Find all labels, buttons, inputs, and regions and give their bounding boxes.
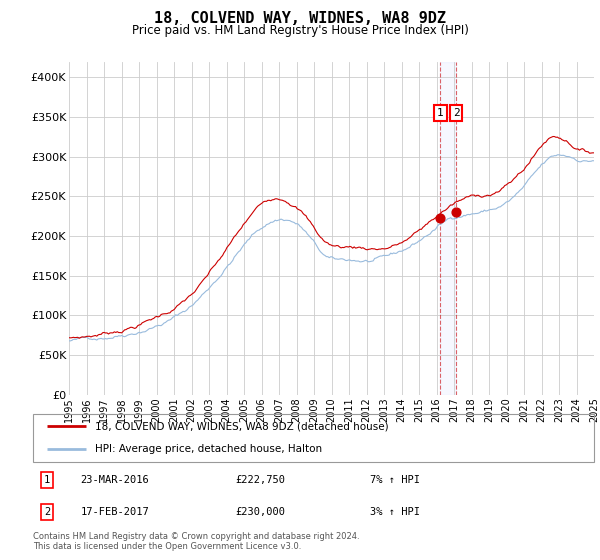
- Text: HPI: Average price, detached house, Halton: HPI: Average price, detached house, Halt…: [95, 444, 322, 454]
- Text: 2: 2: [453, 108, 460, 118]
- Text: Contains HM Land Registry data © Crown copyright and database right 2024.
This d: Contains HM Land Registry data © Crown c…: [33, 532, 359, 552]
- Text: 17-FEB-2017: 17-FEB-2017: [80, 507, 149, 517]
- Text: 23-MAR-2016: 23-MAR-2016: [80, 475, 149, 485]
- Point: [451, 208, 461, 217]
- Text: 7% ↑ HPI: 7% ↑ HPI: [370, 475, 419, 485]
- Text: £222,750: £222,750: [235, 475, 285, 485]
- Text: £230,000: £230,000: [235, 507, 285, 517]
- Text: Price paid vs. HM Land Registry's House Price Index (HPI): Price paid vs. HM Land Registry's House …: [131, 24, 469, 36]
- Text: 2: 2: [44, 507, 50, 517]
- Bar: [440, 62, 456, 395]
- Text: 3% ↑ HPI: 3% ↑ HPI: [370, 507, 419, 517]
- Text: 1: 1: [437, 108, 444, 118]
- Text: 18, COLVEND WAY, WIDNES, WA8 9DZ (detached house): 18, COLVEND WAY, WIDNES, WA8 9DZ (detach…: [95, 421, 388, 431]
- Text: 1: 1: [44, 475, 50, 485]
- Text: 18, COLVEND WAY, WIDNES, WA8 9DZ: 18, COLVEND WAY, WIDNES, WA8 9DZ: [154, 11, 446, 26]
- Point: [436, 213, 445, 222]
